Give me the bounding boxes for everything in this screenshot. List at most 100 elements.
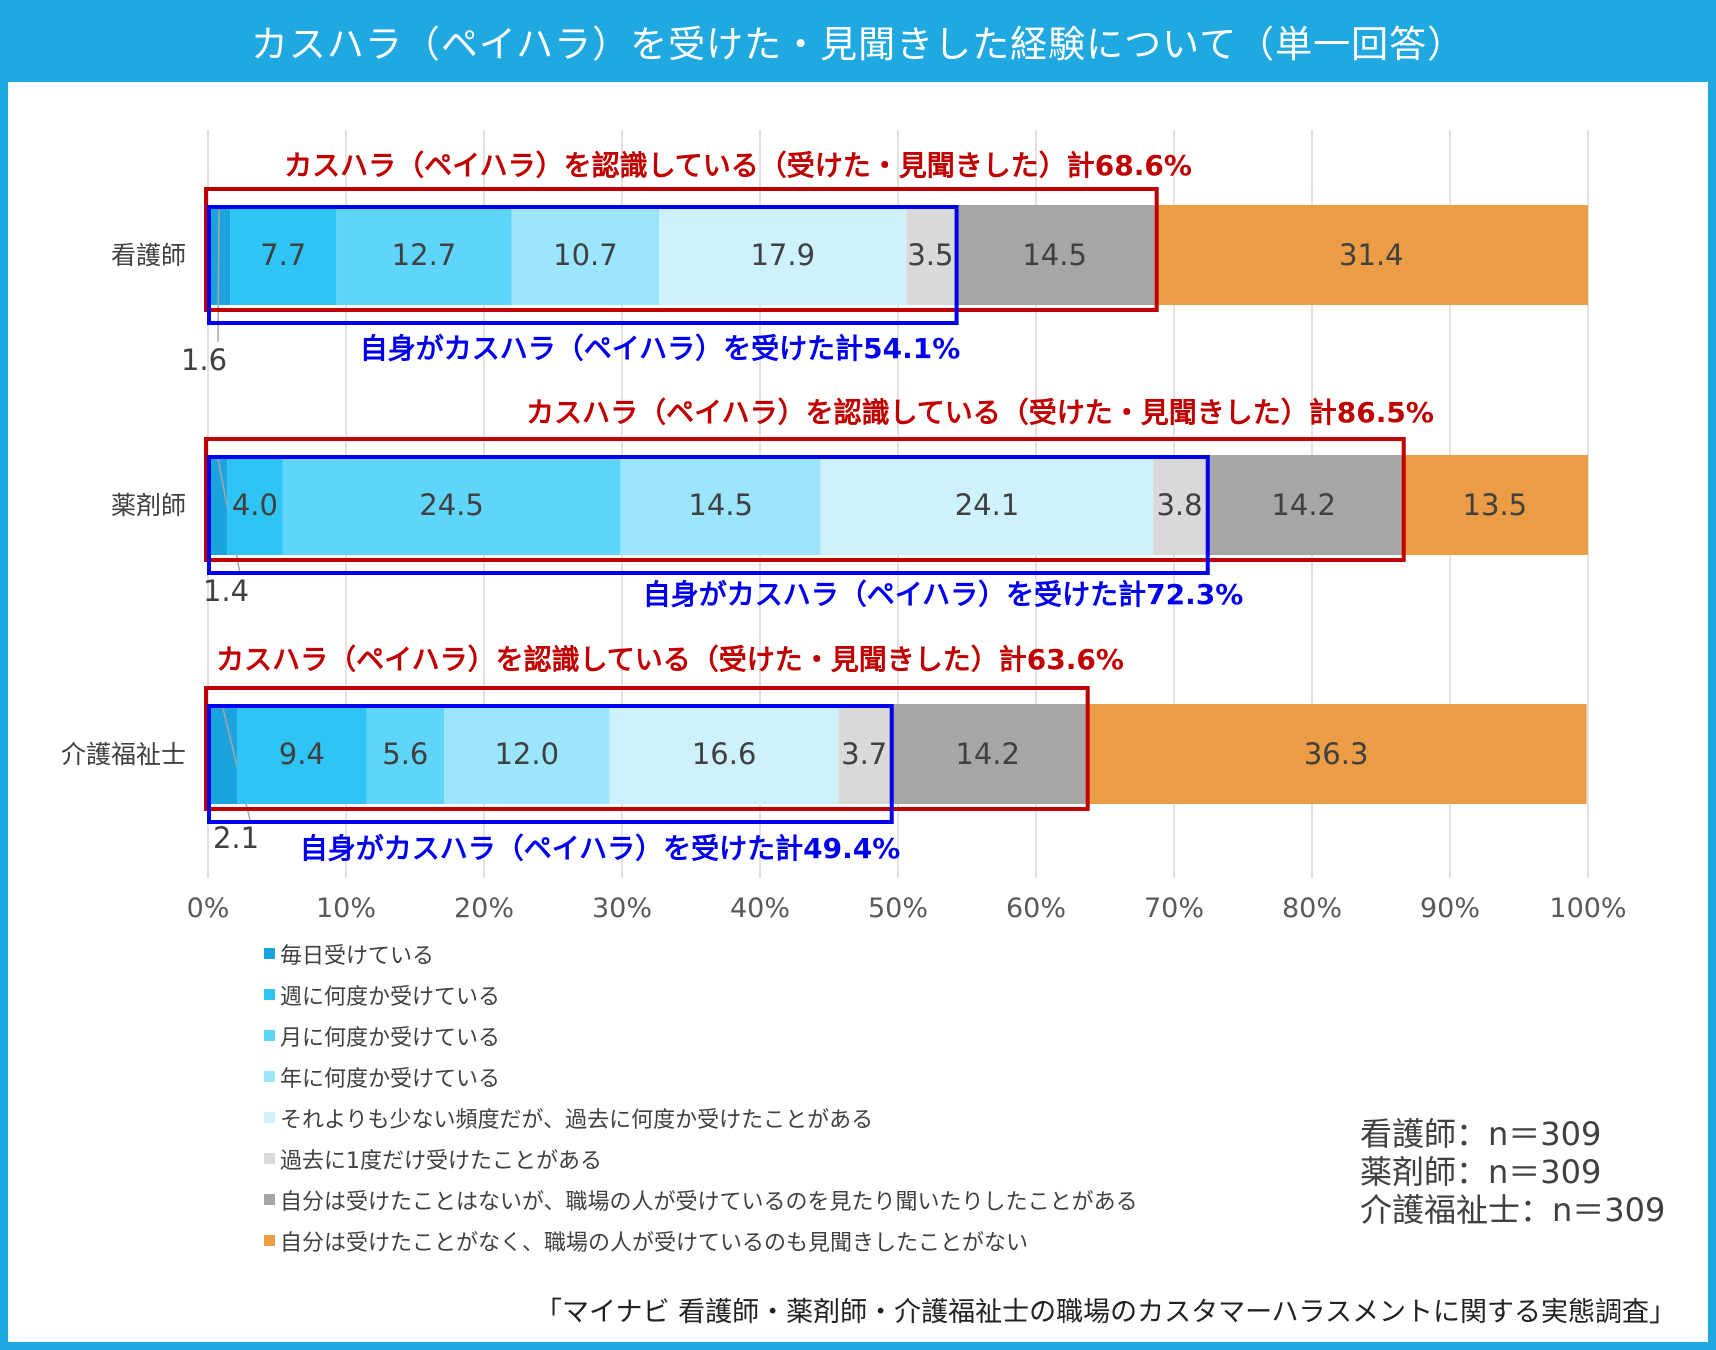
bar-segment: [659, 205, 907, 305]
data-label: 4.0: [232, 488, 278, 522]
bar-segment: [1205, 455, 1402, 555]
bar-segment: [620, 455, 821, 555]
legend-swatch: [264, 1112, 275, 1123]
legend-label: 月に何度か受けている: [280, 1025, 501, 1051]
bar-segment: [820, 455, 1154, 555]
x-axis: 0% 10% 20% 30% 40% 50% 60% 70% 80% 90% 100%: [187, 893, 1627, 924]
recognized-total-label: カスハラ（ペイハラ）を認識している（受けた・見聞きした）計63.6%: [216, 643, 1124, 676]
bar-segment: [282, 455, 621, 555]
legend: 毎日受けている週に何度か受けている 月に何度か受けている 年に何度か受けているそれよ…: [264, 933, 1138, 1261]
data-label: 1.6: [181, 343, 227, 377]
legend-item: 毎日受けている: [264, 933, 1138, 974]
leader-line: [217, 206, 220, 343]
received-total-label: 自身がカスハラ（ペイハラ）を受けた計72.3%: [643, 578, 1244, 611]
legend-item: 自分は受けたことがなく、職場の人が受けているのも見聞きしたことがない: [264, 1220, 1138, 1261]
data-label: 14.2: [1271, 488, 1336, 522]
received-total-label: 自身がカスハラ（ペイハラ）を受けた計49.4%: [300, 832, 901, 865]
data-label: 12.7: [392, 238, 457, 272]
data-label: 2.1: [213, 821, 259, 855]
data-label: 31.4: [1339, 238, 1404, 272]
x-tick-label: 60%: [1006, 893, 1066, 924]
data-label: 3.5: [907, 238, 953, 272]
legend-swatch: [264, 1071, 275, 1082]
legend-label: 自分は受けたことがなく、職場の人が受けているのも見聞きしたことがない: [280, 1230, 1029, 1256]
bar-segment: [236, 704, 367, 804]
data-label: 7.7: [260, 238, 306, 272]
x-tick-label: 90%: [1420, 893, 1480, 924]
legend-item: それよりも少ない頻度だが、過去に何度か受けたことがある: [264, 1097, 1138, 1138]
data-label: 10.7: [553, 238, 618, 272]
bar-segment: [230, 205, 337, 305]
legend-swatch: [264, 1194, 275, 1205]
bar-segment: [366, 704, 444, 804]
chart-title: カスハラ（ペイハラ）を受けた・見聞きした経験について（単一回答）: [0, 0, 1716, 82]
bar-segment: [838, 704, 890, 804]
data-label: 13.5: [1463, 488, 1528, 522]
bar-segment: [1154, 205, 1588, 305]
data-label: 24.1: [955, 488, 1020, 522]
legend-item: 自分は受けたことはないが、職場の人が受けているのを見たり聞いたりしたことがある: [264, 1179, 1138, 1220]
data-label: 5.6: [382, 737, 428, 771]
received-total-box: [207, 205, 959, 325]
legend-swatch: [264, 1235, 275, 1246]
received-total-box: [207, 704, 894, 824]
bar-segment: [1401, 455, 1588, 555]
data-label: 14.5: [1022, 238, 1087, 272]
x-tick-label: 30%: [592, 893, 652, 924]
bar-segment: [609, 704, 839, 804]
data-label: 12.0: [494, 737, 559, 771]
x-tick-label: 10%: [316, 893, 376, 924]
legend-label: 毎日受けている: [280, 943, 435, 969]
legend-swatch: [264, 989, 275, 1000]
legend-label: それよりも少ない頻度だが、過去に何度か受けたことがある: [280, 1107, 874, 1133]
x-tick-label: 40%: [730, 893, 790, 924]
legend-label: 過去に1度だけ受けたことがある: [280, 1148, 602, 1174]
bar-segment: [511, 205, 660, 305]
data-label: 24.5: [419, 488, 484, 522]
bar-segment: [336, 205, 512, 305]
data-label: 36.3: [1304, 737, 1369, 771]
sample-sizes: 看護師：n＝309 薬剤師：n＝309 介護福祉士：n＝309: [1360, 1115, 1665, 1229]
sample-size-pharmacist: 薬剤師：n＝309: [1360, 1153, 1602, 1191]
category-label: 薬剤師: [111, 491, 186, 520]
x-tick-label: 0%: [187, 893, 230, 924]
legend-item: 週に何度か受けている: [264, 974, 1138, 1015]
recognized-total-box: [204, 686, 1090, 811]
bar-segment: [227, 455, 283, 555]
data-label: 3.8: [1156, 488, 1202, 522]
legend-label: 自分は受けたことはないが、職場の人が受けているのを見たり聞いたりしたことがある: [280, 1189, 1138, 1215]
recognized-total-label: カスハラ（ペイハラ）を認識している（受けた・見聞きした）計86.5%: [526, 396, 1434, 429]
bar-segment: [954, 205, 1155, 305]
bar-segment: [208, 704, 237, 804]
legend-swatch: [264, 1030, 275, 1041]
annotations-layer: カスハラ（ペイハラ）を認識している（受けた・見聞きした）計68.6% 自身がカスハ…: [204, 149, 1434, 865]
data-label: 14.5: [688, 488, 753, 522]
bar-segment: [1085, 704, 1587, 804]
legend-label: 年に何度か受けている: [280, 1066, 501, 1092]
x-tick-label: 80%: [1282, 893, 1342, 924]
bar-segment: [889, 704, 1086, 804]
bar-segment: [443, 704, 610, 804]
x-tick-label: 20%: [454, 893, 514, 924]
recognized-total-box: [204, 187, 1159, 312]
data-label: 9.4: [279, 737, 325, 771]
sample-size-nurse: 看護師：n＝309: [1360, 1115, 1602, 1153]
data-label: 14.2: [955, 737, 1020, 771]
legend-label: 週に何度か受けている: [280, 984, 501, 1010]
category-label: 看護師: [111, 241, 186, 270]
x-tick-label: 50%: [868, 893, 928, 924]
legend-item: 年に何度か受けている: [264, 1056, 1138, 1097]
legend-item: 月に何度か受けている: [264, 1015, 1138, 1056]
recognized-total-box: [204, 437, 1406, 562]
received-total-label: 自身がカスハラ（ペイハラ）を受けた計54.1%: [360, 332, 961, 365]
data-label: 16.6: [692, 737, 757, 771]
data-label: 17.9: [750, 238, 815, 272]
x-tick-label: 100%: [1549, 893, 1626, 924]
data-label: 3.7: [841, 737, 887, 771]
bars-layer: 1.6 7.7 12.7 10.7 17.9 3.5 14.5 31.4 1.4 4.0 24.5 1…: [181, 205, 1588, 855]
bar-segment: [1153, 455, 1206, 555]
bar-segment: [906, 205, 955, 305]
category-label: 介護福祉士: [61, 740, 186, 769]
